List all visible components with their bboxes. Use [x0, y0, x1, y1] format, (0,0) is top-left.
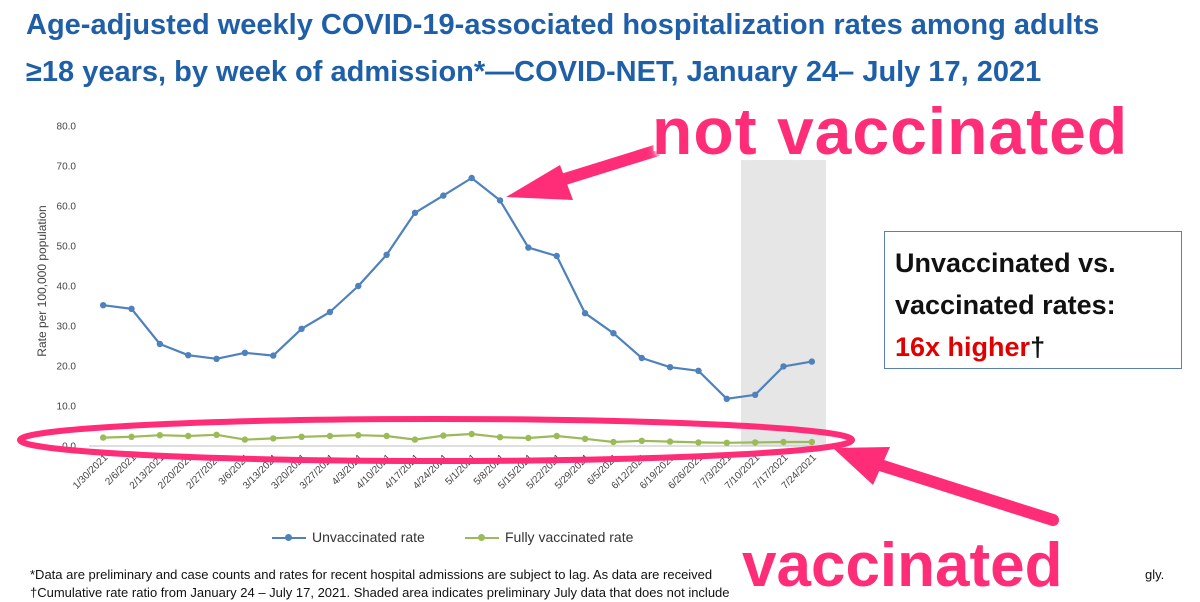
data-point-vaccinated	[780, 438, 787, 446]
legend-label-vaccinated: Fully vaccinated rate	[505, 529, 634, 545]
title-line-2: ≥18 years, by week of admission*—COVID-N…	[26, 56, 1042, 88]
chart-title: Age-adjusted weekly COVID-19-associated …	[26, 2, 1200, 96]
rate-comparison-box: Unvaccinated vs. vaccinated rates: 16x h…	[884, 231, 1182, 369]
legend-item-vaccinated: Fully vaccinated rate	[465, 529, 633, 545]
data-point-unvaccinated	[355, 282, 362, 290]
data-point-unvaccinated	[383, 251, 390, 258]
footnote-1-end: gly.	[1145, 567, 1165, 582]
highlight-ellipse	[17, 416, 855, 464]
data-point-unvaccinated	[270, 352, 277, 359]
legend-swatch-vaccinated	[465, 533, 499, 543]
data-point-unvaccinated	[326, 308, 334, 316]
annotation-not-vaccinated: not vaccinated	[652, 94, 1129, 168]
data-point-unvaccinated	[610, 330, 617, 337]
footnotes: *Data are preliminary and case counts an…	[30, 566, 1190, 602]
data-point-vaccinated	[326, 432, 334, 440]
data-point-unvaccinated	[751, 391, 759, 398]
arrow-not-vaccinated	[546, 144, 664, 189]
box-line-1: Unvaccinated vs.	[895, 248, 1116, 278]
arrow-head-vaccinated	[833, 447, 890, 485]
y-tick-label: 20.0	[57, 362, 77, 373]
data-point-unvaccinated	[411, 209, 419, 216]
box-line-2: vaccinated rates:	[895, 290, 1116, 320]
data-point-vaccinated	[666, 438, 674, 445]
data-point-vaccinated	[298, 433, 305, 440]
data-point-vaccinated	[99, 434, 107, 441]
data-point-unvaccinated	[695, 367, 702, 374]
data-point-vaccinated	[213, 431, 220, 438]
y-axis-label: Rate per 100,000 population	[35, 205, 49, 356]
box-highlight: 16x higher	[895, 332, 1031, 362]
data-point-vaccinated	[581, 435, 589, 442]
title-line-1: Age-adjusted weekly COVID-19-associated …	[26, 9, 1100, 41]
arrow-head-not-vaccinated	[506, 165, 573, 200]
legend-label-unvaccinated: Unvaccinated rate	[312, 529, 425, 545]
data-point-unvaccinated	[99, 302, 107, 309]
data-point-vaccinated	[270, 435, 277, 442]
data-point-unvaccinated	[156, 340, 164, 348]
data-point-vaccinated	[525, 434, 532, 442]
arrow-vaccinated	[874, 459, 1059, 526]
data-point-vaccinated	[751, 439, 759, 446]
data-point-vaccinated	[638, 437, 645, 444]
y-tick-label: 10.0	[57, 402, 77, 413]
data-point-unvaccinated	[185, 352, 192, 359]
data-point-vaccinated	[553, 432, 560, 440]
series-line-unvaccinated	[103, 176, 813, 400]
data-point-unvaccinated	[440, 192, 447, 199]
data-point-vaccinated	[496, 434, 504, 441]
x-tick-label: 1/30/2021	[71, 452, 111, 492]
shaded-preliminary-region	[740, 160, 826, 446]
legend-swatch-unvaccinated	[272, 533, 306, 543]
legend-item-unvaccinated: Unvaccinated rate	[272, 529, 425, 545]
series-line-vaccinated	[103, 432, 812, 444]
data-point-vaccinated	[128, 433, 135, 440]
data-point-unvaccinated	[780, 363, 787, 370]
data-point-unvaccinated	[581, 310, 589, 317]
y-tick-label: 80.0	[57, 122, 77, 133]
data-point-vaccinated	[610, 438, 617, 446]
data-point-unvaccinated	[525, 244, 532, 251]
data-point-unvaccinated	[666, 364, 674, 371]
data-point-unvaccinated	[553, 252, 560, 260]
y-tick-label: 30.0	[57, 322, 77, 333]
data-point-unvaccinated	[496, 197, 504, 204]
data-point-vaccinated	[723, 439, 730, 446]
data-point-unvaccinated	[468, 174, 475, 182]
data-point-unvaccinated	[638, 354, 645, 362]
annotation-vaccinated: vaccinated	[742, 531, 1063, 600]
data-point-vaccinated	[241, 436, 249, 443]
data-point-vaccinated	[156, 432, 164, 439]
data-point-unvaccinated	[723, 395, 730, 402]
data-point-unvaccinated	[213, 355, 220, 362]
data-point-vaccinated	[440, 432, 447, 439]
footnote-2: †Cumulative rate ratio from January 24 –…	[30, 585, 730, 600]
data-point-vaccinated	[383, 432, 390, 440]
data-point-unvaccinated	[128, 305, 135, 312]
data-point-vaccinated	[695, 439, 702, 446]
data-point-vaccinated	[411, 436, 419, 443]
data-point-unvaccinated	[808, 358, 816, 365]
data-point-vaccinated	[355, 432, 362, 439]
box-line-3: 16x higher†	[895, 326, 1171, 368]
y-tick-label: 50.0	[57, 242, 77, 253]
data-point-unvaccinated	[241, 349, 249, 356]
data-point-vaccinated	[808, 438, 816, 446]
y-tick-label: 70.0	[57, 162, 77, 173]
y-tick-label: 40.0	[57, 282, 77, 293]
data-point-vaccinated	[185, 432, 192, 440]
data-point-unvaccinated	[298, 325, 305, 332]
data-point-vaccinated	[468, 430, 475, 438]
y-tick-label: 60.0	[57, 202, 77, 213]
footnote-1: *Data are preliminary and case counts an…	[30, 567, 713, 582]
box-dagger: †	[1030, 332, 1046, 362]
